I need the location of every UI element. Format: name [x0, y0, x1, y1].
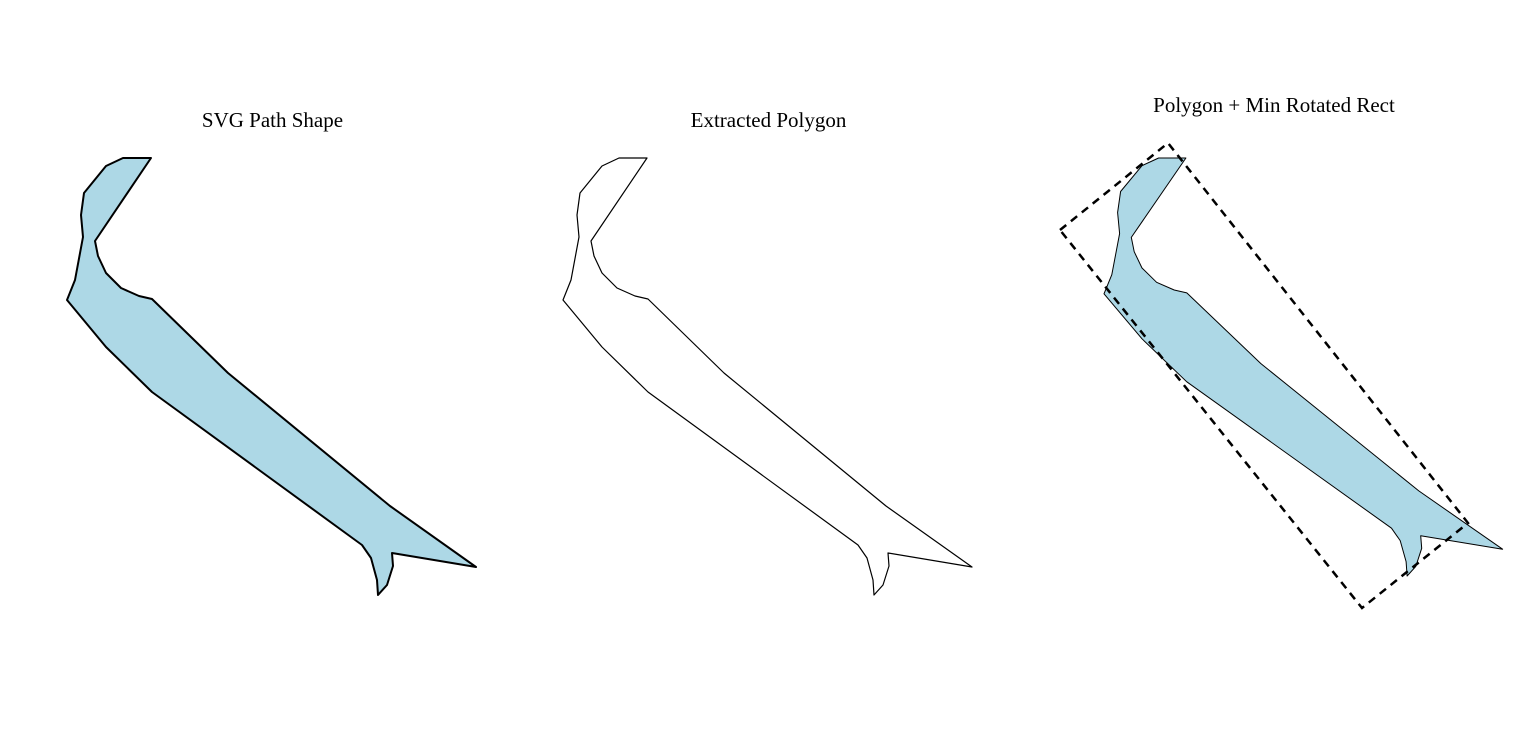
panel-min-rotated-rect: Polygon + Min Rotated Rect [1012, 0, 1536, 754]
min-rotated-rect [1058, 141, 1470, 610]
panel-title: Extracted Polygon [690, 108, 847, 132]
extracted-polygon-outline [562, 157, 973, 596]
panel-title: SVG Path Shape [201, 108, 344, 132]
panel-extracted-polygon: Extracted Polygon [496, 0, 1041, 754]
svg-path-shape-canvas [66, 157, 477, 596]
min-rotated-rect-canvas [1058, 141, 1504, 610]
polygon-filled [1103, 157, 1504, 577]
extracted-polygon-canvas [562, 157, 973, 596]
panel-title: Polygon + Min Rotated Rect [1153, 93, 1395, 117]
panel-svg-path-shape: SVG Path Shape [0, 0, 545, 754]
svg-path-shape [66, 157, 477, 596]
